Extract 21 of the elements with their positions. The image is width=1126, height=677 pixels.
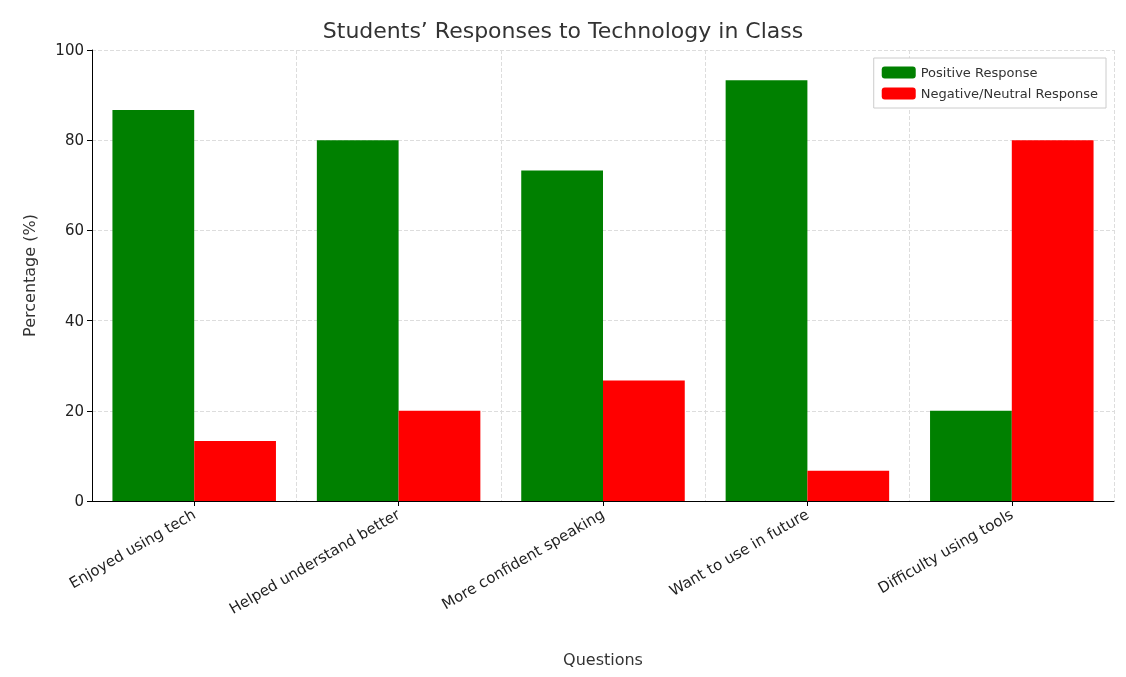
y-tick-label: 0 — [74, 492, 84, 510]
bar — [725, 80, 808, 501]
bar — [316, 140, 399, 501]
bar — [807, 470, 890, 501]
y-tick-label: 100 — [55, 41, 84, 59]
y-tick-label: 80 — [64, 131, 84, 150]
x-axis-title: Questions — [563, 649, 643, 669]
bar — [521, 170, 603, 501]
y-tick-label: 40 — [64, 311, 84, 330]
bar — [194, 441, 276, 501]
bar — [398, 410, 481, 501]
legend-label: Positive Response — [920, 65, 1038, 80]
y-tick-label: 20 — [64, 401, 84, 420]
bar — [603, 380, 685, 501]
bar — [930, 410, 1012, 501]
chart-title: Students’ Responses to Technology in Class — [322, 17, 804, 43]
y-tick-label: 60 — [64, 221, 84, 240]
bar — [112, 109, 195, 501]
legend-label: Negative/Neutral Response — [920, 86, 1099, 101]
bar — [1011, 140, 1094, 501]
y-axis-title: Percentage (%) — [19, 214, 39, 337]
